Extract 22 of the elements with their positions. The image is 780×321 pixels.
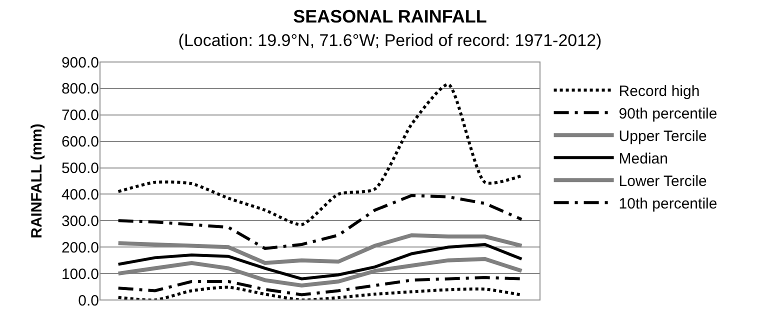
chart-subtitle: (Location: 19.9°N, 71.6°W; Period of record: 1971-2012) — [178, 30, 602, 50]
y-tick-label: 500.0 — [61, 160, 99, 178]
legend-label: Median — [618, 150, 668, 168]
y-tick-label: 300.0 — [61, 212, 99, 230]
y-tick-label: 100.0 — [61, 266, 99, 283]
y-tick-label: 800.0 — [61, 80, 99, 98]
line-series — [116, 82, 524, 226]
y-tick-label: 0.0 — [78, 292, 99, 310]
y-tick-label: 400.0 — [61, 186, 99, 204]
legend-label: Lower Tercile — [618, 173, 707, 190]
line-series — [116, 194, 524, 250]
legend-label: 10th percentile — [618, 196, 718, 212]
legend-label: Record high — [618, 83, 700, 100]
legend-label: Upper Tercile — [618, 128, 707, 145]
line-series — [116, 242, 524, 280]
y-tick-label: 700.0 — [61, 107, 99, 124]
y-axis-title: RAINFALL (mm) — [28, 124, 46, 238]
y-tick-label: 200.0 — [61, 239, 99, 256]
y-tick-label: 900.0 — [61, 54, 99, 72]
y-tick-label: 600.0 — [61, 134, 99, 151]
chart-title: SEASONAL RAINFALL — [293, 6, 487, 26]
legend-label: 90th percentile — [618, 106, 718, 122]
